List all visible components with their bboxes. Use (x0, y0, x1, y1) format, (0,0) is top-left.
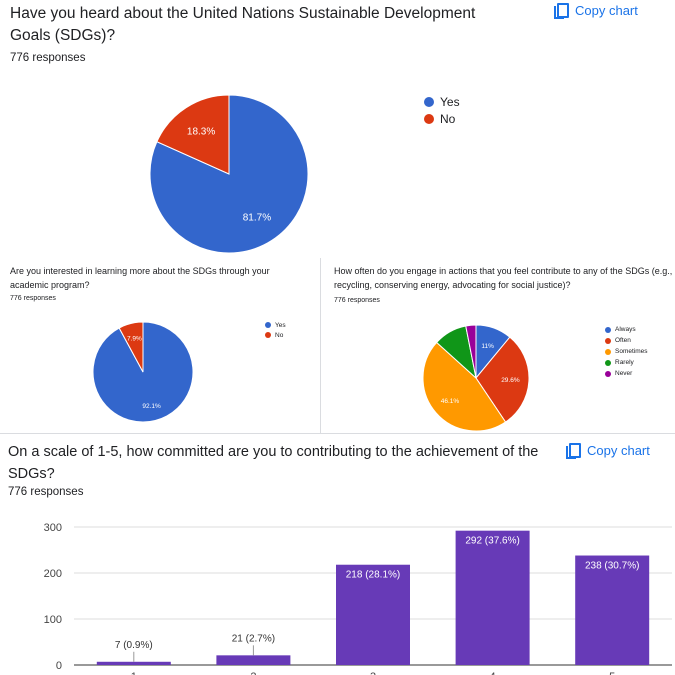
chart2-response-count: 776 responses (10, 295, 56, 302)
bar (96, 661, 171, 665)
legend-swatch (265, 332, 271, 338)
column-divider (320, 258, 321, 433)
legend-label: Rarely (615, 359, 634, 366)
copy-icon (554, 3, 569, 19)
legend-item: No (265, 330, 286, 340)
copy-chart-label: Copy chart (575, 3, 638, 18)
pie-slice (118, 321, 144, 373)
legend-swatch (605, 326, 611, 333)
y-tick-label: 100 (44, 614, 62, 626)
chart2-legend: Yes No (265, 320, 286, 340)
legend-swatch (265, 322, 271, 328)
pie-chart-heard: 81.7% 18.3% (149, 94, 309, 254)
pie-slice (475, 336, 530, 423)
pie-slice (156, 94, 230, 175)
x-tick-label: 4 (490, 671, 496, 675)
pie-slice (422, 341, 507, 432)
bar (216, 655, 291, 665)
legend-item: Rarely (605, 357, 648, 368)
copy-chart-button-2[interactable]: Copy chart (566, 443, 650, 459)
bar-data-label: 7 (0.9%) (115, 640, 153, 651)
legend-swatch (605, 359, 611, 366)
chart4-response-count: 776 responses (8, 486, 84, 498)
chart2-title: Are you interested in learning more abou… (10, 266, 270, 290)
bar-data-label: 21 (2.7%) (232, 633, 275, 644)
legend-item: Often (605, 335, 648, 346)
copy-icon (566, 443, 581, 459)
legend-label: Sometimes (615, 348, 648, 355)
pie-data-label: 7.9% (127, 335, 142, 342)
chart1-legend: Yes No (424, 93, 460, 127)
copy-chart-button[interactable]: Copy chart (554, 3, 638, 19)
bar (336, 564, 410, 665)
y-tick-label: 200 (44, 568, 62, 580)
pie-slice (465, 324, 477, 379)
bar (575, 555, 650, 665)
legend-swatch (605, 348, 611, 355)
pie-data-label: 11% (481, 343, 494, 350)
y-tick-label: 0 (56, 660, 62, 672)
section-divider (0, 433, 675, 434)
chart4-title: On a scale of 1-5, how committed are you… (8, 444, 539, 482)
legend-label: No (275, 331, 284, 339)
legend-label: Always (615, 326, 636, 333)
x-tick-label: 5 (609, 671, 615, 675)
chart3-legend: Always Often Sometimes Rarely Never (605, 324, 648, 379)
legend-swatch (605, 337, 611, 344)
legend-label: No (440, 111, 456, 126)
bar-data-label: 218 (28.1%) (346, 570, 400, 581)
legend-label: Yes (440, 94, 460, 109)
pie-data-label: 46.1% (441, 398, 460, 405)
legend-swatch (424, 96, 434, 107)
chart3-title: How often do you engage in actions that … (334, 266, 673, 290)
chart3-response-count: 776 responses (334, 297, 380, 304)
bar-data-label: 238 (30.7%) (585, 561, 639, 572)
bar (455, 530, 530, 665)
legend-label: Never (615, 370, 633, 377)
chart1-title: Have you heard about the United Nations … (10, 5, 476, 44)
pie-chart-interest: 92.1% 7.9% (92, 321, 194, 423)
y-tick-label: 300 (44, 522, 62, 534)
legend-item: No (424, 110, 460, 127)
legend-item: Yes (424, 93, 460, 110)
x-tick-label: 1 (131, 671, 137, 675)
legend-item: Never (605, 368, 648, 379)
legend-item: Sometimes (605, 346, 648, 357)
pie-data-label: 81.7% (243, 213, 271, 224)
pie-data-label: 92.1% (142, 403, 161, 410)
legend-item: Yes (265, 320, 286, 330)
legend-swatch (605, 370, 611, 377)
legend-label: Often (615, 337, 631, 344)
legend-label: Yes (275, 321, 286, 329)
x-tick-label: 3 (370, 671, 376, 675)
pie-data-label: 29.6% (501, 377, 520, 384)
copy-chart-label: Copy chart (587, 443, 650, 458)
bar-data-label: 292 (37.6%) (465, 536, 519, 547)
pie-data-label: 18.3% (187, 126, 215, 137)
x-tick-label: 2 (250, 671, 256, 675)
chart1-response-count: 776 responses (10, 52, 86, 64)
legend-item: Always (605, 324, 648, 335)
legend-swatch (424, 113, 434, 124)
pie-chart-engage: 11% 29.6% 46.1% (422, 324, 530, 432)
